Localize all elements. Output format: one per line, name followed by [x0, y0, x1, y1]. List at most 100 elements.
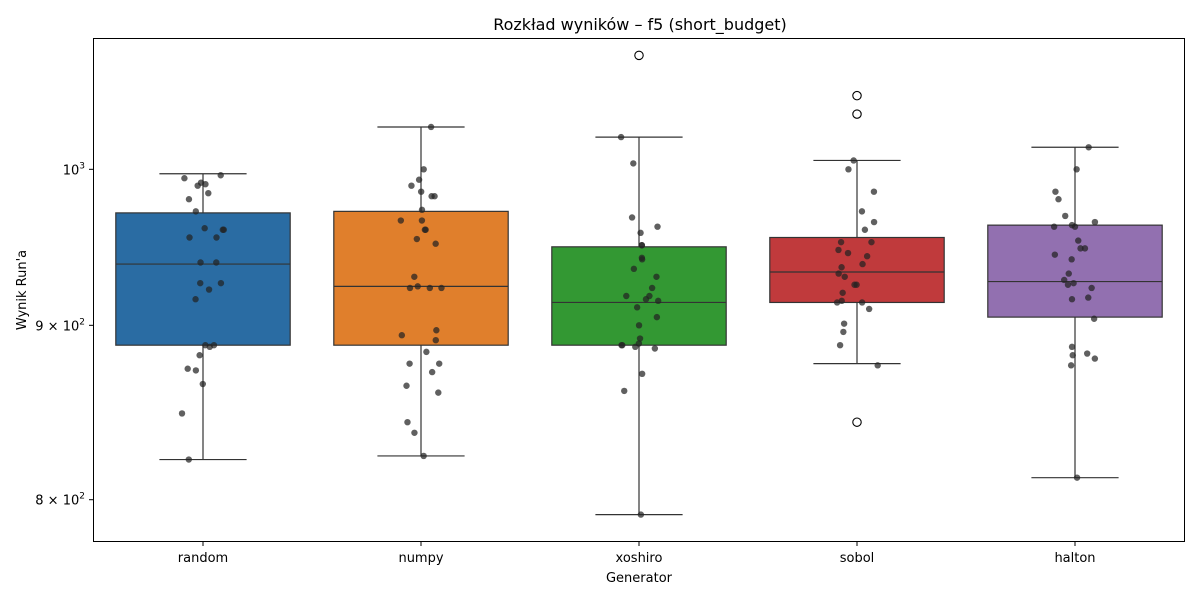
data-point	[432, 240, 439, 247]
data-point	[184, 365, 191, 372]
x-tick-label: sobol	[840, 551, 875, 566]
data-point	[217, 279, 225, 287]
data-point	[436, 360, 443, 367]
data-point	[197, 259, 204, 266]
data-point	[632, 343, 639, 351]
data-point	[186, 234, 193, 241]
data-point	[213, 259, 220, 266]
data-point	[840, 328, 847, 336]
data-point	[185, 456, 193, 463]
data-point	[1077, 245, 1084, 252]
data-point	[1055, 196, 1062, 203]
data-point	[870, 188, 878, 195]
data-point	[1091, 218, 1099, 226]
data-point	[201, 225, 208, 232]
box-body	[987, 224, 1163, 318]
data-point	[1090, 315, 1098, 322]
data-point	[633, 304, 641, 311]
data-point	[411, 429, 418, 436]
outlier-point	[852, 90, 862, 101]
box-random	[115, 173, 291, 461]
data-point	[653, 273, 660, 280]
data-point	[623, 292, 630, 300]
data-point	[181, 175, 188, 182]
data-point	[1065, 270, 1072, 277]
data-point	[1052, 188, 1059, 195]
data-point	[837, 238, 845, 246]
data-point	[1070, 279, 1077, 287]
data-point	[438, 284, 445, 292]
data-point	[1085, 144, 1092, 151]
data-point	[423, 348, 430, 356]
x-tick-label: numpy	[398, 551, 443, 566]
data-point	[185, 196, 193, 203]
data-point	[858, 208, 866, 215]
data-point	[630, 265, 638, 273]
data-point	[403, 382, 410, 389]
plot-frame	[93, 38, 1185, 542]
data-point	[858, 299, 866, 306]
data-point	[868, 238, 875, 246]
plot-area: 8 × 102 9 × 102 103 random numpy xoshiro sobol…	[35, 50, 1163, 566]
data-point	[1073, 474, 1081, 481]
y-tick-label: 9 × 102	[35, 317, 85, 334]
data-point	[217, 172, 224, 179]
box-body	[333, 210, 509, 346]
data-point	[642, 296, 650, 303]
data-point	[411, 273, 418, 280]
data-point	[851, 281, 858, 288]
data-point	[435, 389, 442, 396]
data-point	[428, 368, 436, 376]
data-point	[213, 234, 220, 241]
data-point	[192, 367, 200, 374]
data-point	[1068, 343, 1076, 351]
data-point	[838, 297, 845, 305]
data-point	[199, 380, 207, 388]
data-point	[1091, 355, 1099, 362]
data-point	[427, 123, 435, 131]
data-point	[648, 284, 656, 292]
box-xoshiro	[551, 50, 727, 516]
data-point	[205, 286, 213, 293]
data-point	[1085, 294, 1092, 301]
x-tick-label: random	[178, 551, 228, 566]
data-point	[865, 305, 873, 313]
data-point	[638, 242, 645, 249]
y-axis-label: Wynik Run'a	[15, 250, 30, 330]
data-point	[197, 179, 205, 186]
data-point	[651, 345, 659, 352]
box-body	[551, 246, 727, 346]
data-point	[850, 157, 857, 164]
box-sobol	[769, 90, 945, 427]
data-point	[637, 511, 645, 518]
data-point	[628, 214, 636, 221]
data-point	[870, 218, 878, 226]
data-point	[397, 217, 405, 224]
data-point	[836, 341, 844, 349]
data-point	[415, 176, 423, 183]
box-numpy	[333, 126, 509, 457]
data-point	[859, 260, 866, 268]
data-point	[840, 320, 848, 327]
data-point	[636, 335, 644, 342]
data-point	[635, 322, 643, 329]
data-point	[420, 452, 427, 460]
data-point	[621, 387, 628, 395]
data-point	[206, 343, 213, 351]
data-point	[1068, 256, 1075, 263]
outlier-point	[852, 417, 862, 427]
data-point	[406, 360, 413, 367]
data-point	[617, 133, 625, 141]
x-axis-label: Generator	[606, 571, 673, 586]
x-tick-label: xoshiro	[616, 551, 663, 566]
data-point	[1050, 223, 1058, 230]
data-point	[839, 289, 846, 296]
x-tick-label: halton	[1054, 551, 1095, 566]
data-point	[196, 352, 203, 359]
data-point	[874, 362, 881, 369]
box-halton	[987, 146, 1163, 479]
data-point	[205, 189, 212, 197]
data-point	[422, 226, 429, 233]
outlier-point	[634, 50, 644, 61]
